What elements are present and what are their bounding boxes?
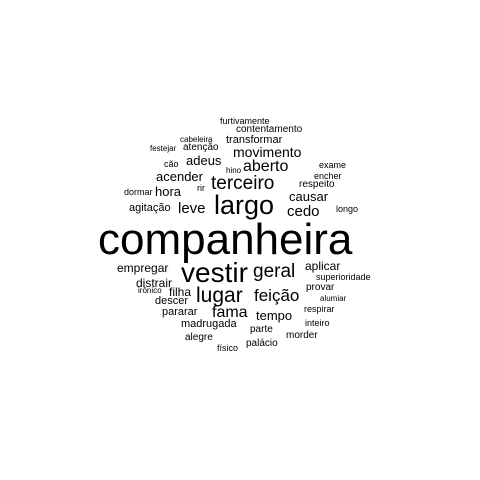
word-longo: longo	[336, 204, 359, 214]
word-respirar: respirar	[304, 304, 335, 314]
word-contentamento: contentamento	[236, 124, 303, 135]
word-palacio: palácio	[246, 338, 278, 349]
word-respeito: respeito	[299, 179, 335, 190]
word-morder: morder	[286, 330, 318, 341]
word-pararar: pararar	[162, 306, 198, 318]
word-exame: exame	[319, 160, 347, 170]
word-hora: hora	[155, 184, 182, 199]
word-empregar: empregar	[117, 261, 169, 275]
word-dormar: dormar	[124, 187, 153, 197]
word-causar: causar	[289, 189, 329, 204]
word-festejar: festejar	[150, 144, 177, 153]
word-descer: descer	[155, 295, 189, 307]
word-encher: encher	[314, 171, 342, 181]
word-superioridade: superioridade	[316, 272, 371, 282]
word-provar: provar	[306, 282, 335, 293]
word-transformar: transformar	[226, 134, 283, 146]
word-feicao: feição	[254, 286, 300, 305]
word-filha: filha	[169, 285, 192, 299]
word-atencao: atenção	[183, 142, 219, 153]
word-fisico: físico	[217, 343, 239, 353]
word-adeus: adeus	[186, 153, 222, 168]
word-movimento: movimento	[233, 144, 302, 160]
word-aberto: aberto	[243, 158, 289, 175]
word-vestir: vestir	[181, 257, 248, 288]
word-lugar: lugar	[196, 284, 243, 307]
word-acender: acender	[156, 169, 203, 184]
word-agitacao: agitação	[129, 202, 171, 214]
word-ironico: irônico	[138, 286, 162, 295]
word-terceiro: terceiro	[211, 173, 275, 194]
word-inteiro: inteiro	[305, 318, 330, 328]
word-fama: fama	[212, 304, 248, 321]
word-alumiar: alumiar	[320, 294, 347, 303]
word-distrair: distrair	[136, 276, 173, 290]
word-madrugada: madrugada	[181, 318, 237, 330]
word-alegre: alegre	[185, 332, 213, 343]
word-tempo: tempo	[256, 308, 293, 323]
word-largo: largo	[214, 190, 275, 220]
word-geral: geral	[253, 261, 296, 282]
word-parte: parte	[250, 324, 273, 335]
word-cao: cão	[164, 159, 179, 169]
word-rir: rir	[197, 183, 205, 193]
word-aplicar: aplicar	[305, 259, 341, 273]
word-cabeleira: cabeleira	[180, 135, 213, 144]
word-hino: hino	[226, 166, 242, 175]
word-cedo: cedo	[287, 203, 320, 220]
word-companheira: companheira	[98, 215, 353, 264]
word-leve: leve	[178, 200, 206, 217]
word-furtivamente: furtivamente	[220, 116, 270, 126]
